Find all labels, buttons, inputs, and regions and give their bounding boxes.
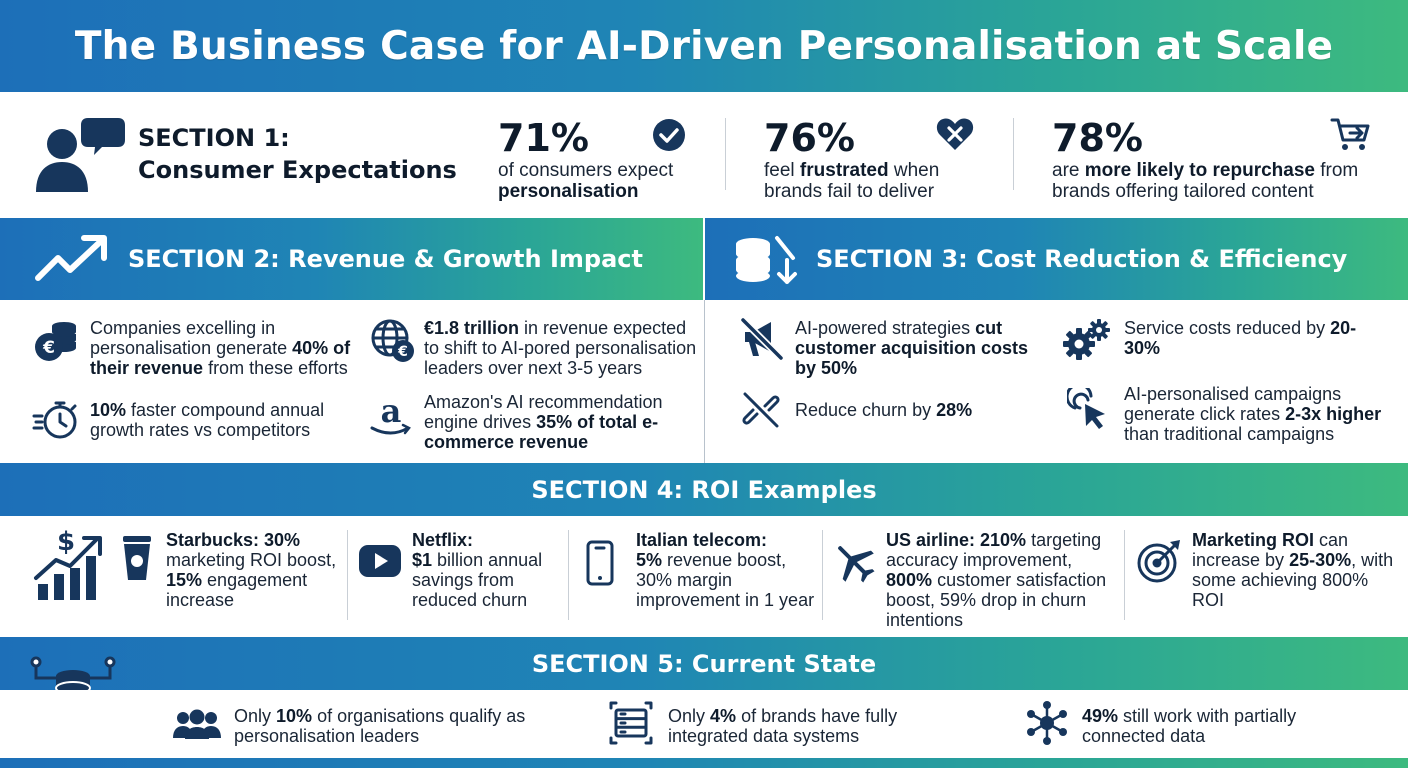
revenue-item: Amazon's AI recommendation engine drives… xyxy=(424,392,663,452)
stat-value: 78% xyxy=(1052,116,1143,160)
airplane-icon xyxy=(838,546,875,583)
coffee-cup-icon xyxy=(123,536,151,580)
cost-item: AI-powered strategies cut customer acqui… xyxy=(795,318,1029,378)
roi-example: US airline: 210% targeting accuracy impr… xyxy=(886,530,1107,630)
stopwatch-icon xyxy=(32,401,77,439)
coins-euro-icon: € xyxy=(35,322,76,361)
growth-chart-dollar-icon: $ xyxy=(34,527,102,600)
page-title: The Business Case for AI-Driven Personal… xyxy=(74,23,1334,69)
cost-item: AI-personalised campaigns generate click… xyxy=(1124,384,1382,444)
current-state-item: 49% still work with partially connected … xyxy=(1082,706,1297,746)
section-1-title: SECTION 1: Consumer Expectations xyxy=(138,124,457,184)
coins-down-icon xyxy=(736,236,797,284)
svg-text:a: a xyxy=(381,396,402,430)
smartphone-icon xyxy=(586,540,614,586)
stat-desc: of consumers expect personalisation xyxy=(498,160,674,202)
broken-heart-icon xyxy=(936,118,974,150)
section-4-title: SECTION 4: ROI Examples xyxy=(531,475,877,504)
users-icon xyxy=(173,709,221,739)
stat-value: 76% xyxy=(764,116,855,160)
revenue-item: Companies excelling in personalisation g… xyxy=(90,318,351,378)
section-2-header: SECTION 2: Revenue & Growth Impact xyxy=(0,218,703,300)
section-3-body: AI-powered strategies cut customer acqui… xyxy=(705,300,1408,463)
cursor-click-icon xyxy=(1067,388,1105,429)
section-5-header: SECTION 5: Current State xyxy=(0,637,1408,690)
stat-value: 71% xyxy=(498,116,589,160)
section-5-body: Only 10% of organisations qualify as per… xyxy=(0,690,1408,758)
globe-euro-icon: € xyxy=(371,319,414,362)
trend-up-icon xyxy=(35,235,107,281)
amazon-logo-icon: a xyxy=(370,396,411,435)
divider xyxy=(1013,118,1014,190)
cost-item: Reduce churn by 28% xyxy=(795,400,973,420)
section-1: SECTION 1: Consumer Expectations 71% of … xyxy=(0,92,1408,218)
section-5-title: SECTION 5: Current State xyxy=(531,649,877,678)
roi-example: Starbucks: 30% marketing ROI boost, 15% en… xyxy=(166,530,337,610)
hub-network-icon xyxy=(1027,701,1067,745)
roi-example: Italian telecom: 5% revenue boost, 30% ma… xyxy=(636,530,815,610)
check-circle-icon xyxy=(653,119,685,151)
section-3-header: SECTION 3: Cost Reduction & Efficiency xyxy=(705,218,1408,300)
roi-example: Marketing ROI can increase by 25-30%, wi… xyxy=(1192,530,1394,610)
roi-example: Netflix: $1 billion annual savings from r… xyxy=(412,530,543,610)
section-2-title: SECTION 2: Revenue & Growth Impact xyxy=(128,245,643,273)
title-bar: The Business Case for AI-Driven Personal… xyxy=(0,0,1408,92)
section-3-title: SECTION 3: Cost Reduction & Efficiency xyxy=(816,245,1348,273)
current-state-item: Only 10% of organisations qualify as per… xyxy=(234,706,526,746)
svg-text:€: € xyxy=(42,338,55,358)
revenue-item: €1.8 trillion in revenue expected to shi… xyxy=(424,318,697,378)
section-2-body: € Companies excelling in personalisation… xyxy=(0,300,703,463)
cost-item: Service costs reduced by 20-30% xyxy=(1124,318,1357,358)
section-4-body: $ Starbucks: 30% marketing ROI boost, 15% … xyxy=(0,516,1408,636)
stat-card: 71% of consumers expect personalisation xyxy=(498,118,708,202)
divider xyxy=(347,530,348,620)
divider xyxy=(568,530,569,620)
divider xyxy=(822,530,823,620)
stat-card: 78% are more likely to repurchase from br… xyxy=(1052,118,1392,202)
divider xyxy=(725,118,726,190)
target-icon xyxy=(1137,540,1180,583)
svg-text:$: $ xyxy=(57,527,75,557)
stat-desc: feel frustrated when brands fail to deliv… xyxy=(764,160,940,202)
broken-link-icon xyxy=(742,392,780,428)
stat-desc: are more likely to repurchase from brands… xyxy=(1052,160,1359,202)
person-speech-icon xyxy=(36,118,125,192)
gears-icon xyxy=(1063,319,1110,360)
play-button-icon xyxy=(359,545,401,577)
current-state-item: Only 4% of brands have fully integrated … xyxy=(668,706,898,746)
bottom-bar xyxy=(0,758,1408,768)
megaphone-off-icon xyxy=(739,316,785,362)
revenue-item: 10% faster compound annual growth rates … xyxy=(90,400,325,440)
server-network-icon xyxy=(609,701,653,745)
svg-text:€: € xyxy=(397,344,408,360)
divider xyxy=(704,300,705,463)
section-4-header: SECTION 4: ROI Examples xyxy=(0,463,1408,516)
divider xyxy=(1124,530,1125,620)
stat-card: 76% feel frustrated when brands fail to d… xyxy=(764,118,994,202)
cart-return-icon xyxy=(1330,118,1370,150)
